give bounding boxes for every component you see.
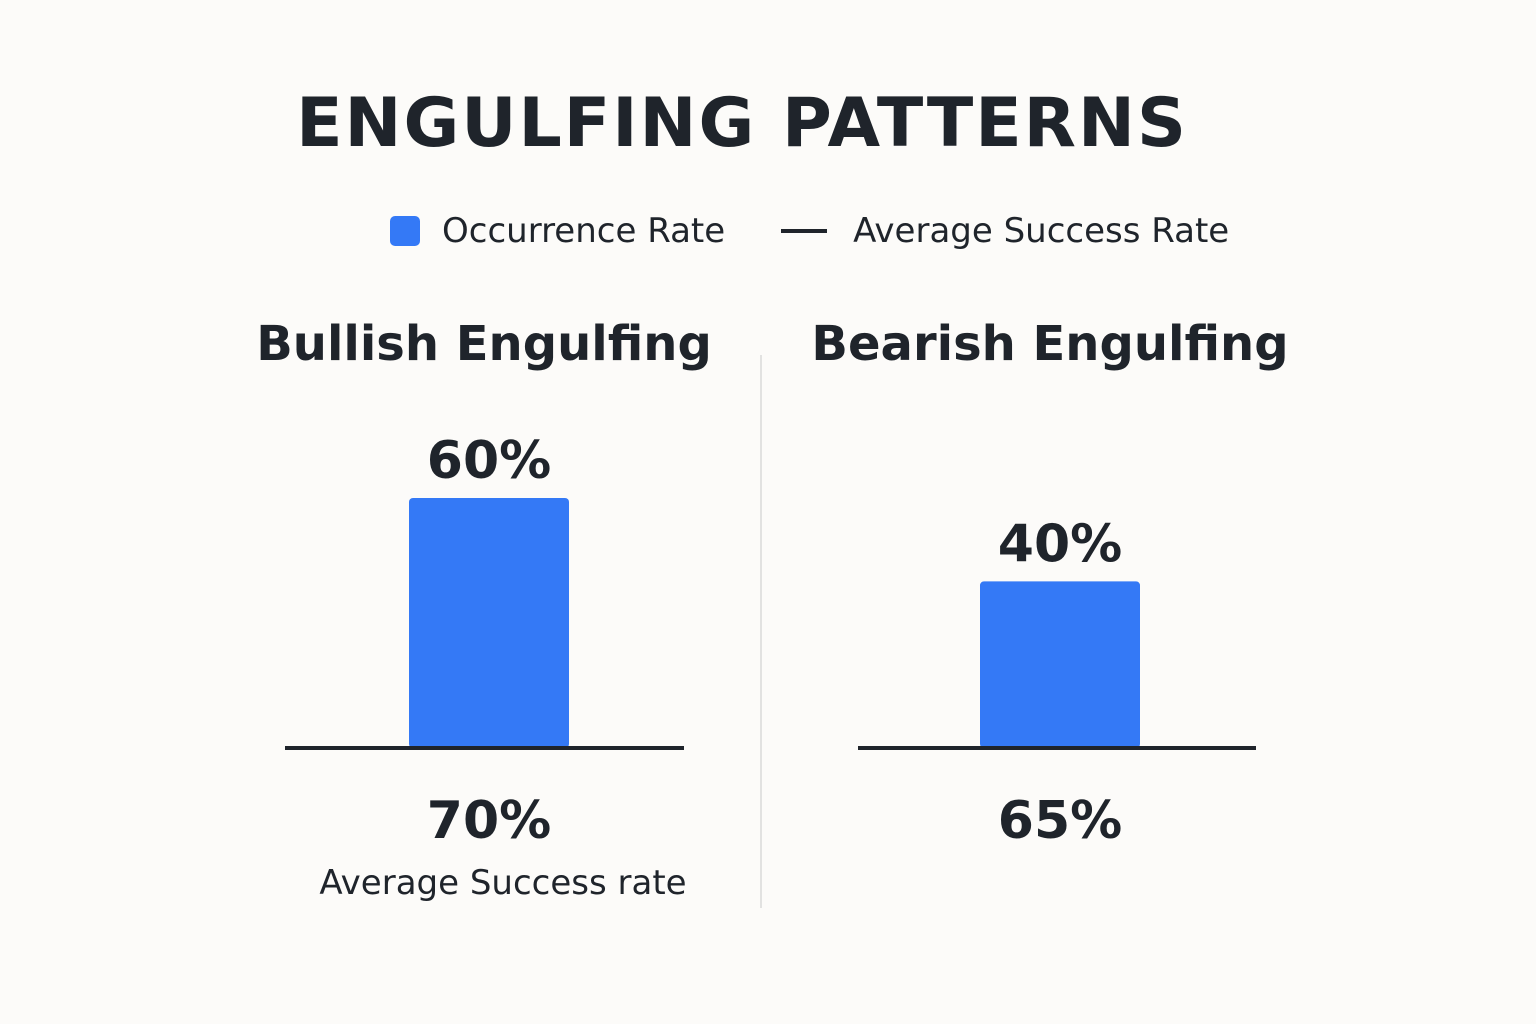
legend-success-label: Average Success Rate bbox=[853, 211, 1230, 251]
legend-occurrence-label: Occurrence Rate bbox=[442, 211, 726, 251]
legend-success-line bbox=[781, 229, 828, 233]
bearish-occurrence-value: 40% bbox=[998, 514, 1122, 574]
bullish-success-caption: Average Success rate bbox=[319, 863, 686, 903]
bullish-occurrence-bar bbox=[409, 498, 569, 748]
legend-occurrence-swatch bbox=[390, 216, 420, 246]
bearish-occurrence-bar bbox=[980, 581, 1140, 748]
bearish-success-value: 65% bbox=[998, 791, 1122, 851]
bullish-success-value: 70% bbox=[427, 791, 551, 851]
bearish-panel-title: Bearish Engulfing bbox=[811, 316, 1288, 372]
chart-title: ENGULFING PATTERNS bbox=[296, 84, 1188, 163]
bullish-panel-title: Bullish Engulfing bbox=[256, 316, 712, 372]
bullish-occurrence-value: 60% bbox=[427, 431, 551, 491]
chart-legend: Occurrence Rate Average Success Rate bbox=[390, 206, 1229, 256]
